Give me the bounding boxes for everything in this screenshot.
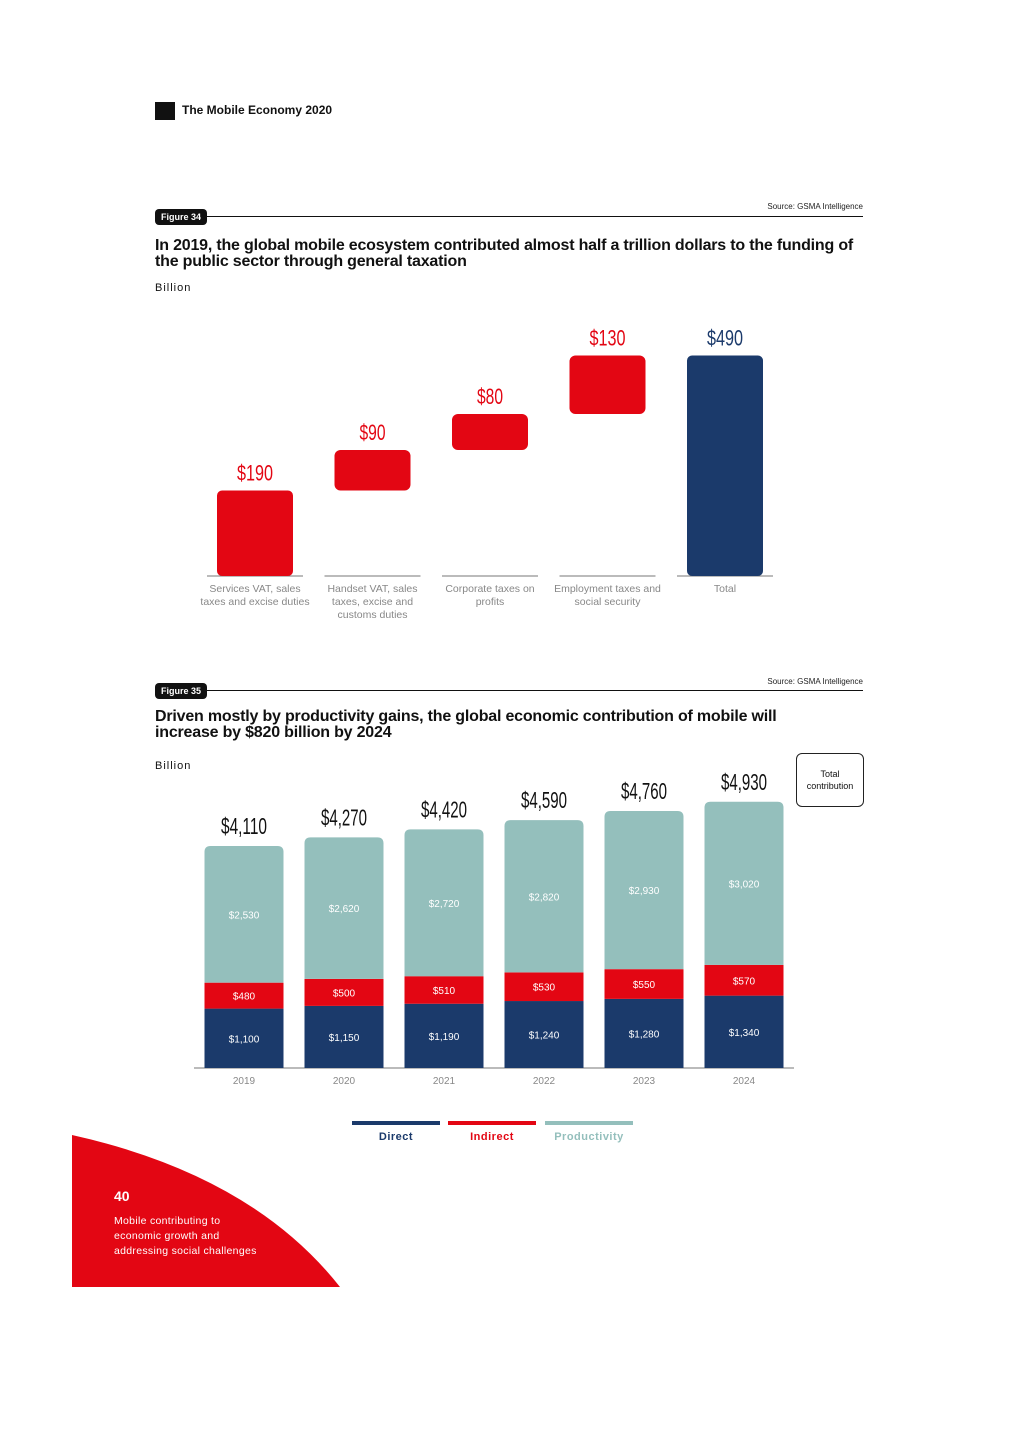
figure34-label: Figure 34	[155, 209, 208, 225]
figure34-title: In 2019, the global mobile ecosystem con…	[155, 237, 854, 270]
total-contribution-callout: Total contribution	[796, 753, 864, 807]
segment-indirect	[304, 978, 384, 1006]
segment-label: $2,820	[529, 892, 560, 903]
data-label: $80	[477, 384, 503, 409]
segment-label: $1,280	[629, 1029, 660, 1040]
divider	[200, 216, 863, 217]
segment-label: $570	[733, 976, 756, 987]
legend-swatch	[352, 1121, 440, 1125]
legend-direct: Direct	[352, 1121, 440, 1143]
legend-swatch	[545, 1121, 633, 1125]
divider	[200, 690, 863, 691]
segment-productivity	[704, 801, 784, 965]
segment-label: $480	[233, 992, 256, 1003]
figure34-unit: Billion	[155, 282, 192, 294]
bar-1	[217, 490, 293, 576]
total-label: $4,930	[721, 769, 767, 795]
segment-indirect	[404, 976, 484, 1004]
segment-productivity	[504, 820, 584, 973]
figure35-label: Figure 35	[155, 683, 208, 699]
segment-productivity	[304, 837, 384, 979]
bar-5	[687, 355, 763, 576]
figure34-source: Source: GSMA Intelligence	[767, 202, 863, 211]
year-label: 2019	[233, 1076, 256, 1087]
segment-productivity	[204, 846, 284, 983]
segment-label: $1,150	[329, 1033, 360, 1044]
bar-2	[334, 450, 411, 491]
segment-direct	[404, 1003, 484, 1068]
segment-productivity	[404, 829, 484, 977]
segment-label: $550	[633, 980, 656, 991]
category-label: Corporate taxes on profits	[445, 583, 535, 608]
footer-red-shape	[72, 1135, 340, 1287]
segment-label: $2,530	[229, 910, 260, 921]
bar-3	[452, 414, 528, 450]
segment-label: $2,930	[629, 886, 660, 897]
year-label: 2023	[633, 1076, 656, 1087]
total-label: $4,270	[321, 804, 367, 830]
segment-label: $510	[433, 986, 456, 997]
legend-indirect: Indirect	[448, 1121, 536, 1143]
segment-indirect	[604, 969, 684, 999]
year-label: 2021	[433, 1076, 456, 1087]
segment-label: $530	[533, 983, 556, 994]
segment-label: $1,100	[229, 1034, 260, 1045]
category-label: Total	[713, 583, 737, 595]
page-number: 40	[114, 1188, 130, 1204]
segment-direct	[304, 1005, 384, 1068]
segment-label: $2,620	[329, 904, 360, 915]
segment-label: $500	[333, 988, 356, 999]
segment-label: $1,190	[429, 1032, 460, 1043]
data-label: $90	[360, 420, 386, 445]
figure35-chart: $1,100 $480 $2,530 $4,110 2019 $1,150 $500 $2,6…	[194, 769, 794, 1087]
segment-productivity	[604, 810, 684, 970]
segment-direct	[204, 1008, 284, 1068]
legend-swatch	[448, 1121, 536, 1125]
data-label: $130	[590, 326, 626, 351]
document-title: The Mobile Economy 2020	[182, 103, 333, 117]
category-label: Services VAT, sales taxes and excise dut…	[200, 583, 310, 608]
bar-4	[569, 355, 646, 414]
section-title: Mobile contributing to economic growth a…	[114, 1214, 284, 1259]
section-title-line: addressing social challenges	[114, 1245, 257, 1257]
figure34-chart: $190 $90 $80 $130 $490	[207, 326, 773, 577]
section-title-line: Mobile contributing to	[114, 1215, 221, 1227]
data-label: $490	[707, 326, 743, 351]
category-label: Handset VAT, sales taxes, excise and cus…	[327, 583, 418, 621]
segment-label: $1,340	[729, 1028, 760, 1039]
total-label: $4,110	[221, 813, 267, 839]
data-label: $190	[237, 461, 273, 486]
logo-icon	[155, 102, 175, 120]
total-label: $4,760	[621, 778, 667, 804]
segment-direct	[704, 995, 784, 1068]
segment-indirect	[704, 964, 784, 996]
year-label: 2020	[333, 1076, 356, 1087]
year-label: 2022	[533, 1076, 556, 1087]
section-title-line: economic growth and	[114, 1230, 220, 1242]
total-label: $4,590	[521, 787, 567, 813]
figure35-title: Driven mostly by productivity gains, the…	[155, 708, 777, 741]
segment-label: $3,020	[729, 879, 760, 890]
segment-direct	[504, 1001, 584, 1068]
legend-label: Direct	[378, 1131, 414, 1143]
year-label: 2024	[733, 1076, 756, 1087]
figure35-source: Source: GSMA Intelligence	[767, 677, 863, 686]
legend-label: Productivity	[554, 1131, 624, 1143]
legend-productivity: Productivity	[545, 1121, 633, 1143]
segment-direct	[604, 998, 684, 1068]
total-label: $4,420	[421, 796, 467, 822]
segment-indirect	[504, 972, 584, 1002]
segment-label: $1,240	[529, 1031, 560, 1042]
segment-label: $2,720	[429, 899, 460, 910]
legend-label: Indirect	[470, 1131, 514, 1143]
category-label: Employment taxes and social security	[554, 583, 661, 608]
segment-indirect	[204, 982, 284, 1009]
figure35-unit: Billion	[155, 760, 192, 772]
